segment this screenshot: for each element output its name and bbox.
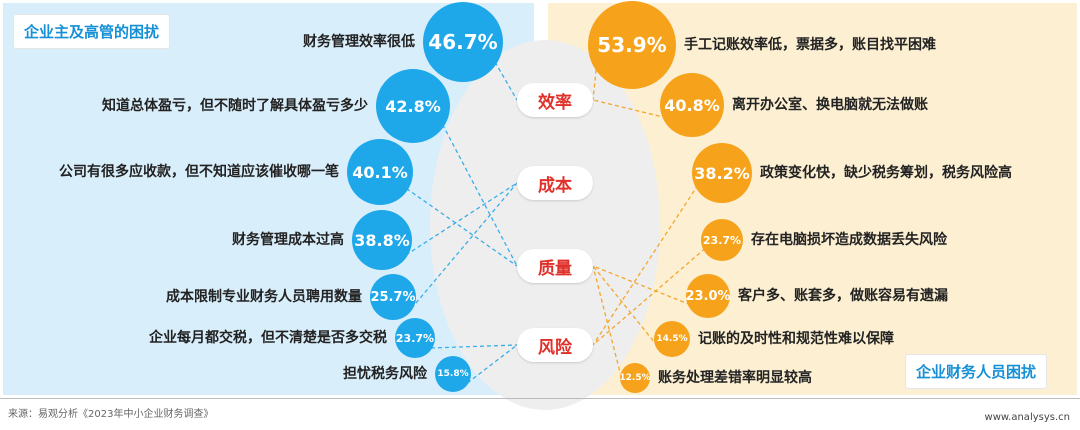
category-1: 效率 [517, 83, 593, 117]
category-4: 风险 [517, 328, 593, 362]
website-url: www.analysys.cn [984, 412, 1070, 423]
left-item-label: 知道总体盈亏，但不随时了解具体盈亏多少 [102, 98, 368, 114]
left-item-label: 财务管理效率很低 [303, 34, 415, 50]
left-connector-line [430, 344, 518, 349]
left-item-label: 财务管理成本过高 [232, 232, 344, 248]
right-connector-line [592, 99, 667, 119]
left-item-label: 成本限制专业财务人员聘用数量 [166, 289, 362, 305]
right-value-circle: 53.9% [588, 1, 676, 89]
left-item-label: 公司有很多应收款，但不知道应该催收哪一笔 [59, 164, 339, 180]
right-connector-line [592, 62, 598, 101]
left-connector-line [410, 182, 518, 309]
left-connector-line [494, 61, 518, 101]
left-value-circle: 42.8% [376, 69, 450, 143]
right-item-label: 客户多、账套多，做账容易有遗漏 [738, 288, 948, 304]
category-2: 成本 [517, 166, 593, 200]
right-value-circle: 38.2% [692, 143, 752, 203]
footer-divider [0, 398, 1080, 399]
right-value-circle: 14.5% [654, 321, 690, 357]
left-title: 企业主及高管的困扰 [14, 15, 170, 48]
right-value-circle: 12.5% [619, 363, 651, 393]
left-value-circle: 23.7% [395, 318, 435, 358]
left-connector-line [442, 124, 518, 267]
left-connector-line [406, 187, 518, 267]
right-item-label: 手工记账效率低，票据多，账目找平困难 [684, 37, 936, 53]
right-value-circle: 23.7% [701, 219, 743, 261]
left-value-circle: 25.7% [370, 274, 416, 320]
left-value-circle: 46.7% [423, 2, 503, 82]
right-item-label: 政策变化快，缺少税务筹划，税务风险高 [760, 165, 1012, 181]
right-value-circle: 23.0% [685, 274, 731, 318]
right-value-circle: 40.8% [660, 73, 724, 137]
right-item-label: 账务处理差错率明显较高 [658, 370, 812, 386]
right-connector-line [592, 247, 706, 346]
right-item-label: 离开办公室、换电脑就无法做账 [732, 97, 928, 113]
left-value-circle: 38.8% [352, 210, 412, 270]
left-connector-line [467, 344, 518, 384]
left-value-circle: 40.1% [347, 139, 413, 205]
right-title: 企业财务人员困扰 [906, 355, 1047, 388]
category-3: 质量 [517, 249, 593, 283]
left-connector-line [405, 182, 518, 256]
left-item-label: 企业每月都交税，但不清楚是否多交税 [149, 330, 387, 346]
right-item-label: 记账的及时性和规范性难以保障 [698, 331, 894, 347]
source-note: 来源：易观分析《2023年中小企业财务调查》 [8, 409, 214, 420]
right-connector-line [592, 265, 624, 385]
right-connector-line [592, 265, 691, 306]
right-connector-line [592, 265, 659, 347]
right-item-label: 存在电脑损坏造成数据丢失风险 [751, 232, 947, 248]
right-connector-line [592, 184, 699, 346]
left-value-circle: 15.8% [435, 356, 471, 392]
left-item-label: 担忧税务风险 [343, 366, 427, 382]
